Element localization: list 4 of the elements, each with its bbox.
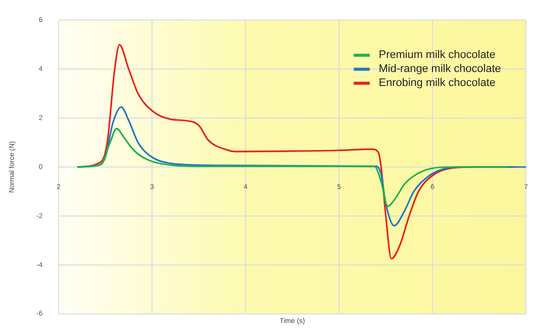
legend-label: Enrobing milk chocolate: [378, 77, 496, 90]
legend-label: Premium milk chocolate: [378, 49, 496, 62]
line-series: [76, 128, 508, 207]
legend-label: Mid-range milk chocolate: [378, 63, 502, 76]
